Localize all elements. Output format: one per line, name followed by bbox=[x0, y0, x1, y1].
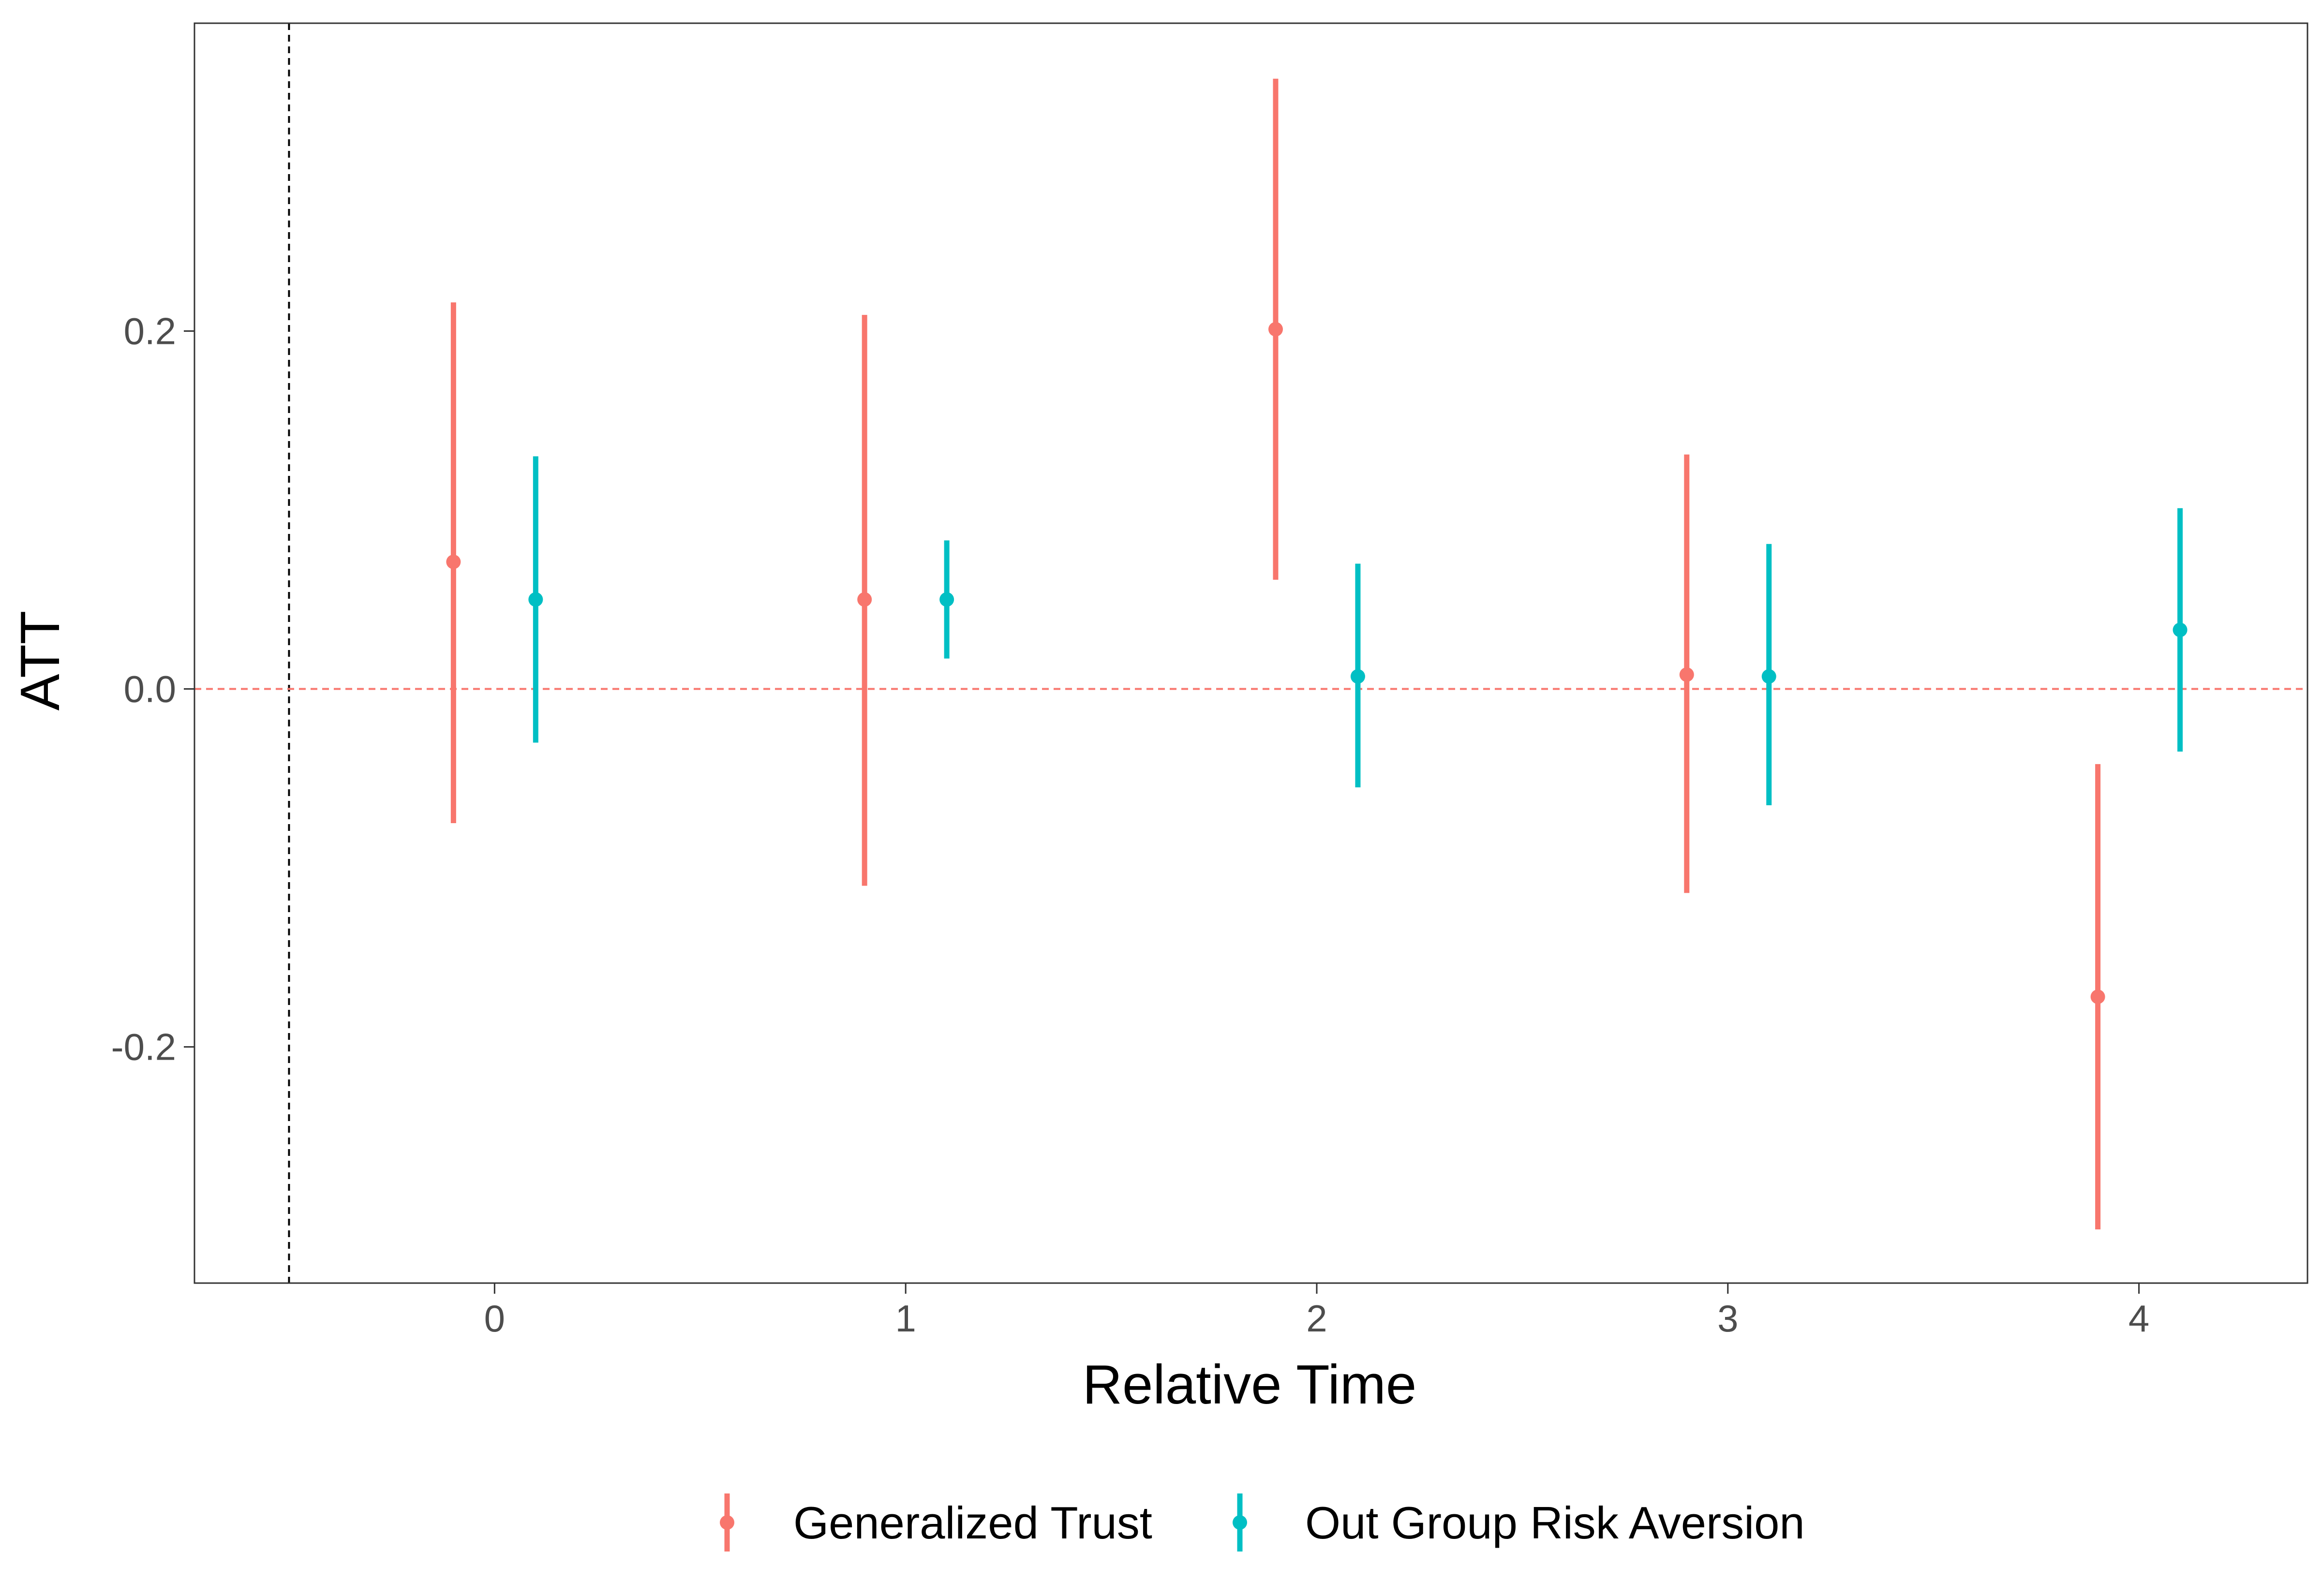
point-generalized-trust bbox=[1679, 667, 1694, 682]
y-tick-label: 0.2 bbox=[124, 310, 176, 352]
point-out-group-risk-aversion bbox=[528, 592, 543, 607]
point-out-group-risk-aversion bbox=[1350, 669, 1365, 684]
x-axis-title: Relative Time bbox=[1083, 1354, 1417, 1416]
legend-key-point-generalized-trust bbox=[720, 1515, 734, 1530]
panel-border bbox=[194, 22, 2308, 1284]
plot-area bbox=[194, 23, 2307, 1283]
y-tick-label: -0.2 bbox=[111, 1026, 176, 1068]
axes: 0 1 2 3 4 -0.2 0.0 0.2 bbox=[111, 22, 2308, 1340]
legend-key-point-out-group-risk-aversion bbox=[1233, 1515, 1247, 1530]
y-axis-title: ATT bbox=[10, 611, 71, 711]
point-out-group-risk-aversion bbox=[939, 592, 954, 607]
x-tick-label: 1 bbox=[895, 1297, 916, 1340]
point-out-group-risk-aversion bbox=[1761, 669, 1776, 684]
y-tick-label: 0.0 bbox=[124, 668, 176, 710]
legend: Generalized Trust Out Group Risk Aversion bbox=[720, 1493, 1805, 1552]
point-generalized-trust bbox=[857, 592, 872, 607]
legend-label-generalized-trust: Generalized Trust bbox=[793, 1497, 1152, 1548]
point-generalized-trust bbox=[1268, 322, 1283, 337]
point-generalized-trust bbox=[446, 554, 461, 569]
x-tick-label: 3 bbox=[1717, 1297, 1738, 1340]
point-out-group-risk-aversion bbox=[2173, 622, 2188, 637]
x-tick-label: 4 bbox=[2128, 1297, 2149, 1340]
x-tick-label: 2 bbox=[1306, 1297, 1327, 1340]
x-tick-label: 0 bbox=[484, 1297, 505, 1340]
point-generalized-trust bbox=[2090, 989, 2105, 1004]
legend-label-out-group-risk-aversion: Out Group Risk Aversion bbox=[1305, 1497, 1805, 1548]
